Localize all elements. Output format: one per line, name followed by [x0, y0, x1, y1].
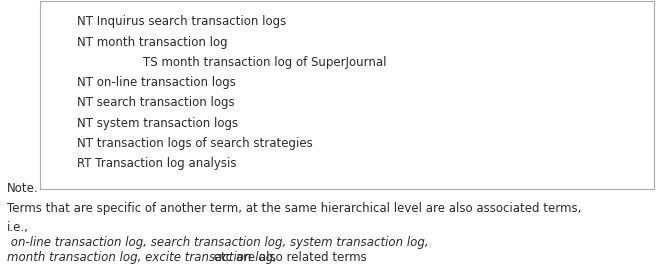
Text: NT system transaction logs: NT system transaction logs [77, 117, 238, 130]
Bar [40, 1, 654, 189]
Text: Note.: Note. [7, 182, 38, 195]
Text: NT month transaction log: NT month transaction log [77, 36, 227, 49]
Text: NT transaction logs of search strategies: NT transaction logs of search strategies [77, 137, 312, 150]
Text: etc are also related terms: etc are also related terms [210, 251, 367, 264]
Text: on-line transaction log, search transaction log, system transaction log,: on-line transaction log, search transact… [7, 236, 428, 249]
Text: NT Inquirus search transaction logs: NT Inquirus search transaction logs [77, 15, 286, 28]
Text: NT on-line transaction logs: NT on-line transaction logs [77, 76, 235, 89]
Text: RT Transaction log analysis: RT Transaction log analysis [77, 157, 236, 170]
Text: Terms that are specific of another term, at the same hierarchical level are also: Terms that are specific of another term,… [7, 202, 581, 215]
Text: month transaction log, excite transaction log,: month transaction log, excite transactio… [7, 251, 277, 264]
Text: NT search transaction logs: NT search transaction logs [77, 96, 234, 109]
Text: TS month transaction log of SuperJournal: TS month transaction log of SuperJournal [143, 56, 387, 69]
Text: i.e.,: i.e., [7, 221, 29, 234]
